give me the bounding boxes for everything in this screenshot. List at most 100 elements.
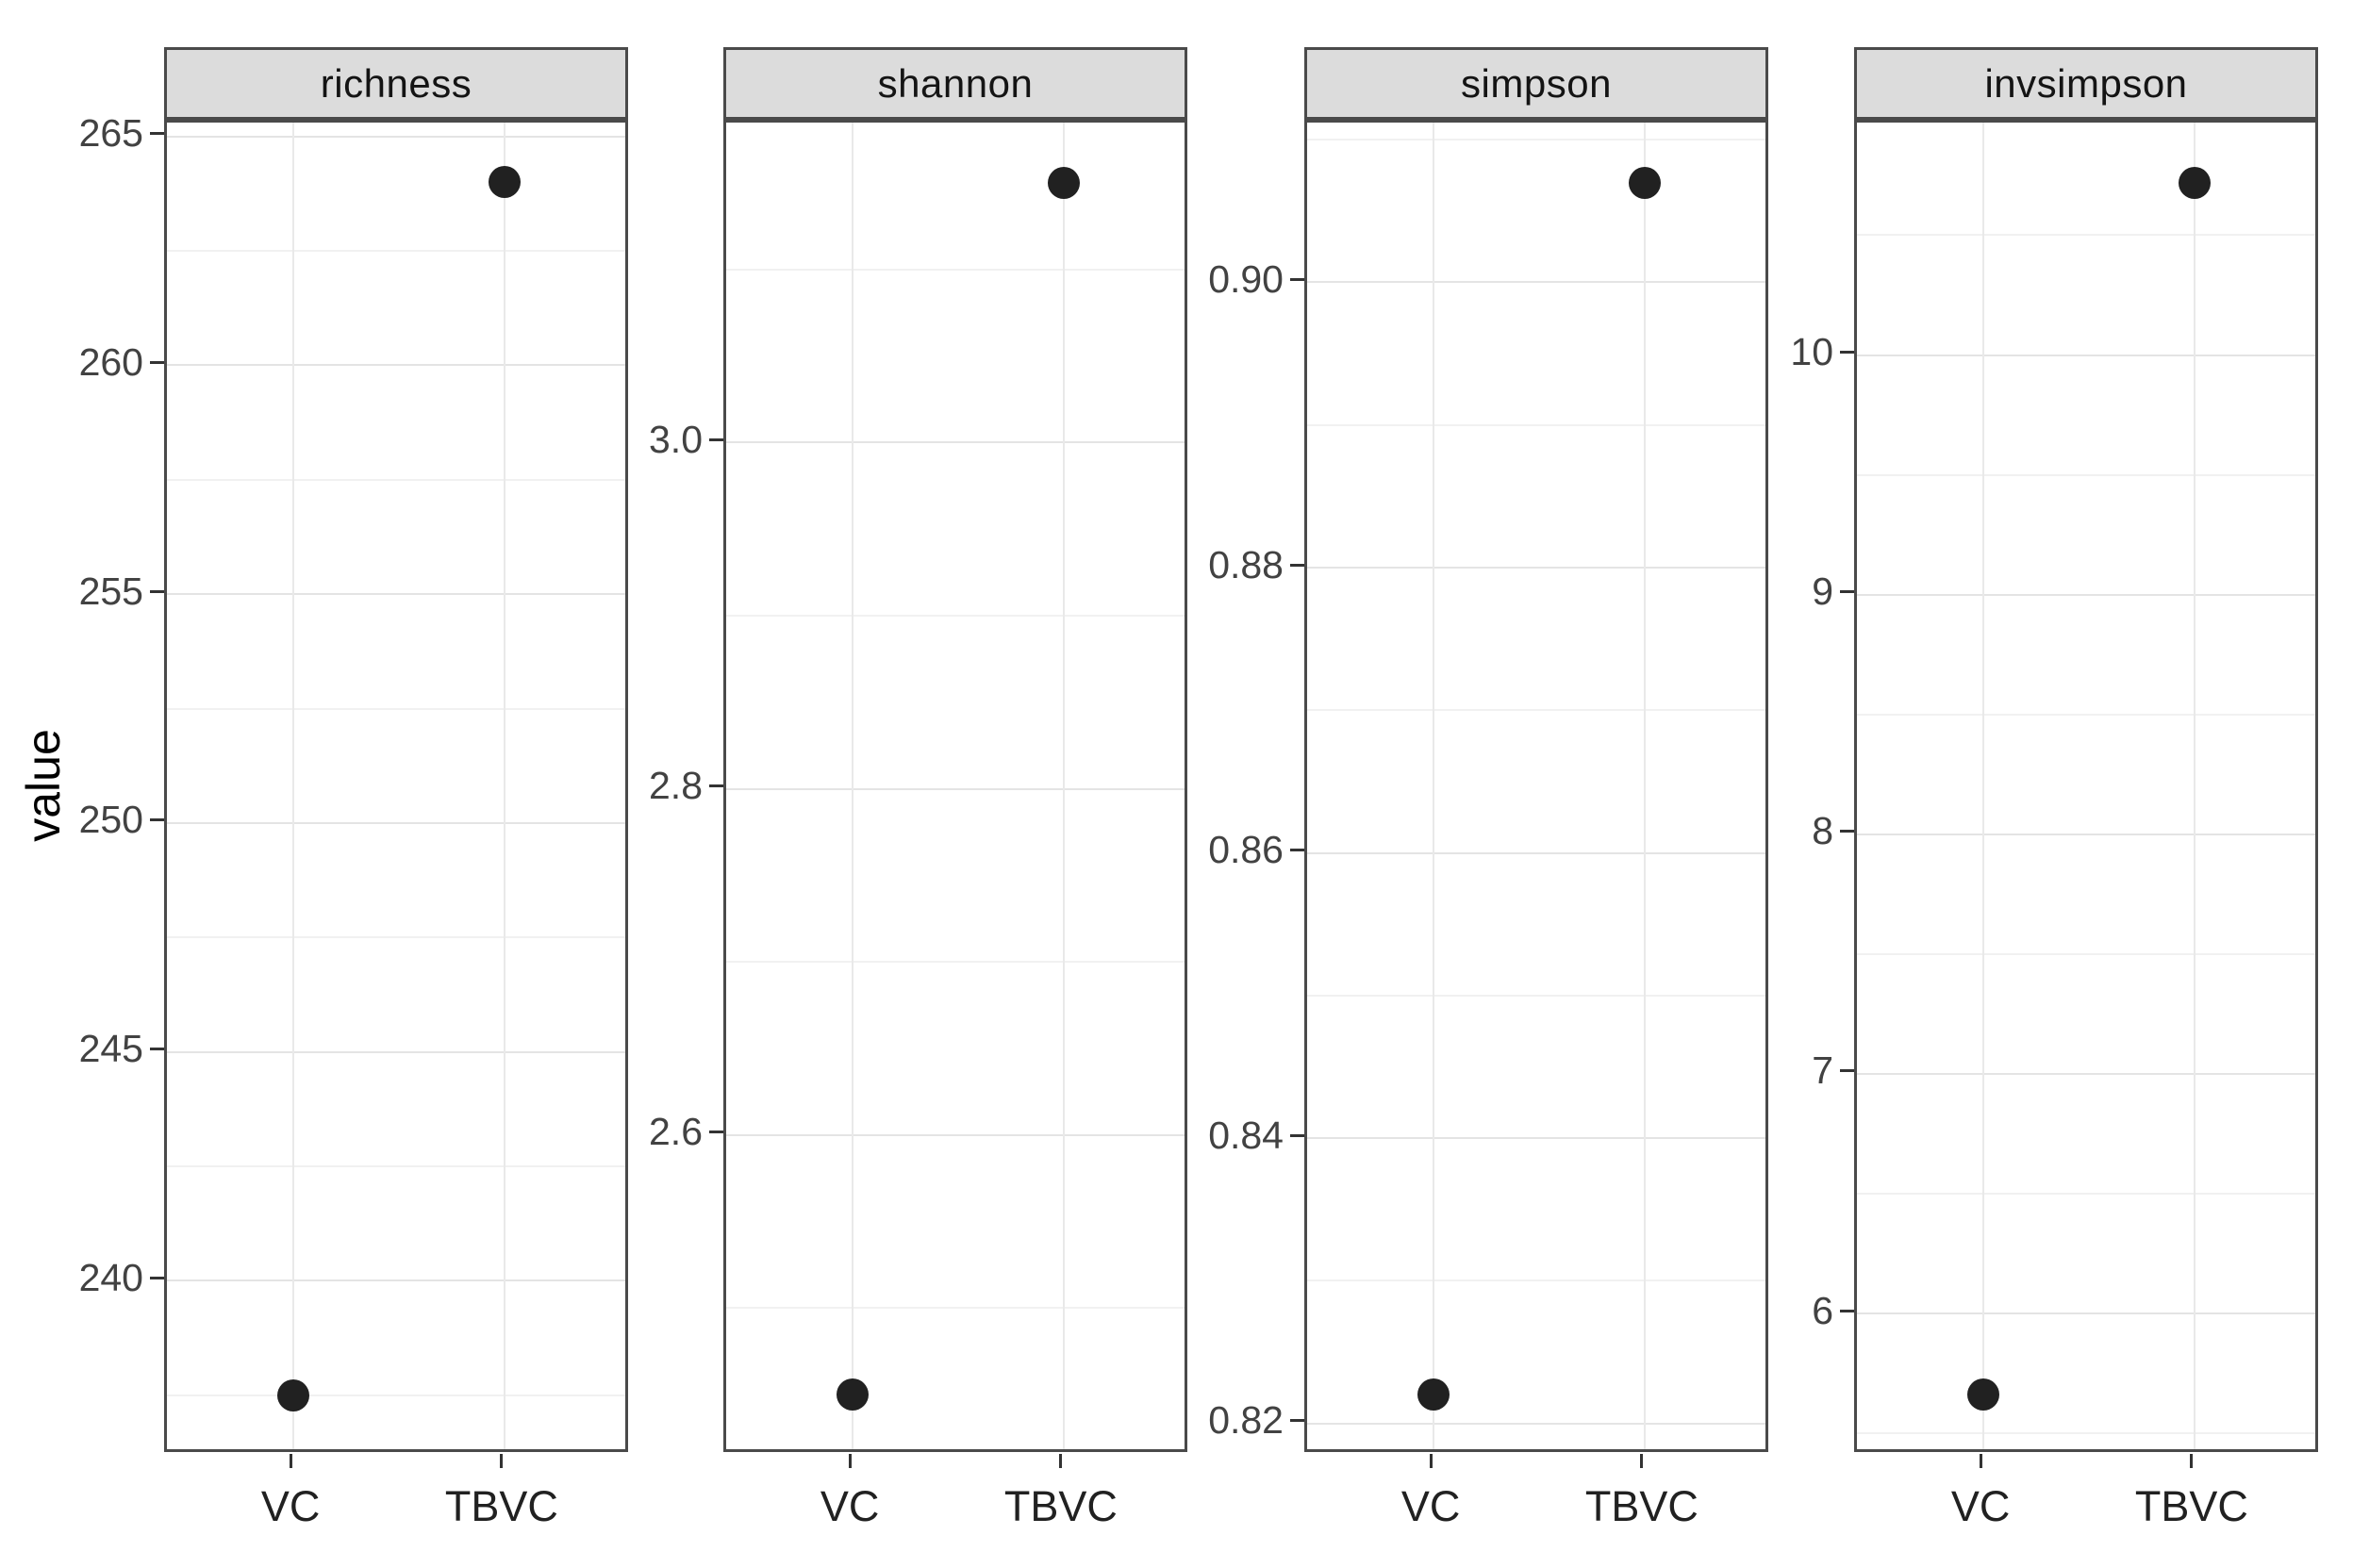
grid-minor-line bbox=[1857, 713, 2315, 716]
y-tick-mark bbox=[150, 589, 164, 593]
grid-minor-line bbox=[167, 1394, 625, 1396]
y-tick-mark bbox=[1290, 849, 1304, 852]
y-tick-mark bbox=[1290, 277, 1304, 281]
panel-shannon bbox=[723, 120, 1187, 1452]
category-gridline bbox=[2193, 123, 2196, 1449]
x-tick-mark bbox=[1979, 1454, 1982, 1468]
category-gridline bbox=[292, 123, 295, 1449]
data-point-vc bbox=[1967, 1378, 2000, 1411]
x-tick-label-tbvc: TBVC bbox=[2134, 1482, 2248, 1530]
facet-strip: richness bbox=[164, 47, 628, 120]
grid-minor-line bbox=[1857, 952, 2315, 955]
grid-minor-line bbox=[1857, 1432, 2315, 1435]
x-tick-mark bbox=[1059, 1454, 1063, 1468]
category-gridline bbox=[1982, 123, 1985, 1449]
y-tick-label: 3.0 bbox=[649, 417, 703, 461]
x-tick-mark bbox=[289, 1454, 292, 1468]
category-gridline bbox=[503, 123, 505, 1449]
grid-major-line bbox=[1307, 1422, 1765, 1425]
grid-major-line bbox=[167, 135, 625, 138]
grid-major-line bbox=[1857, 833, 2315, 835]
y-tick-mark bbox=[150, 1048, 164, 1051]
y-tick-mark bbox=[709, 1131, 723, 1133]
grid-minor-line bbox=[1307, 139, 1765, 141]
grid-major-line bbox=[1307, 567, 1765, 569]
x-tick-mark bbox=[848, 1454, 852, 1468]
y-tick-mark bbox=[709, 784, 723, 787]
x-tick-mark bbox=[500, 1454, 504, 1468]
facet-strip: shannon bbox=[723, 47, 1187, 120]
grid-minor-line bbox=[1307, 994, 1765, 997]
y-tick-mark bbox=[1840, 1309, 1854, 1312]
x-tick-label-vc: VC bbox=[260, 1482, 321, 1530]
grid-minor-line bbox=[1857, 234, 2315, 237]
category-gridline bbox=[1433, 123, 1435, 1449]
grid-major-line bbox=[167, 364, 625, 367]
x-tick-label-tbvc: TBVC bbox=[1003, 1482, 1118, 1530]
y-tick-mark bbox=[1290, 1133, 1304, 1137]
y-tick-label: 245 bbox=[78, 1027, 143, 1071]
y-tick-mark bbox=[1840, 830, 1854, 834]
y-tick-mark bbox=[1840, 1069, 1854, 1073]
facet-strip-label: simpson bbox=[1461, 60, 1612, 106]
grid-minor-line bbox=[726, 268, 1185, 271]
grid-minor-line bbox=[726, 1307, 1185, 1310]
grid-major-line bbox=[1307, 1137, 1765, 1140]
data-point-tbvc bbox=[1628, 166, 1661, 199]
grid-minor-line bbox=[167, 707, 625, 710]
x-tick-mark bbox=[1640, 1454, 1644, 1468]
y-tick-label: 250 bbox=[78, 798, 143, 842]
x-tick-mark bbox=[2190, 1454, 2194, 1468]
y-tick-label: 2.8 bbox=[649, 764, 703, 807]
grid-major-line bbox=[726, 441, 1185, 444]
grid-major-line bbox=[1857, 354, 2315, 356]
y-tick-label: 0.82 bbox=[1208, 1398, 1284, 1443]
grid-minor-line bbox=[1857, 473, 2315, 476]
y-tick-label: 0.84 bbox=[1208, 1113, 1284, 1157]
grid-major-line bbox=[167, 1279, 625, 1282]
grid-major-line bbox=[167, 821, 625, 824]
data-point-tbvc bbox=[2178, 166, 2211, 199]
grid-major-line bbox=[1307, 851, 1765, 854]
grid-major-line bbox=[726, 787, 1185, 790]
data-point-vc bbox=[277, 1378, 310, 1411]
grid-minor-line bbox=[167, 936, 625, 939]
y-tick-label: 10 bbox=[1790, 330, 1833, 373]
y-tick-label: 0.88 bbox=[1208, 542, 1284, 586]
grid-minor-line bbox=[726, 614, 1185, 617]
y-tick-label: 6 bbox=[1812, 1288, 1833, 1332]
grid-major-line bbox=[1857, 1072, 2315, 1075]
x-tick-label-vc: VC bbox=[1400, 1482, 1461, 1530]
category-gridline bbox=[1643, 123, 1646, 1449]
y-tick-label: 8 bbox=[1812, 809, 1833, 853]
data-point-tbvc bbox=[488, 166, 521, 199]
panel-richness bbox=[164, 120, 628, 1452]
grid-minor-line bbox=[1857, 1192, 2315, 1195]
grid-minor-line bbox=[1307, 709, 1765, 712]
grid-minor-line bbox=[726, 961, 1185, 963]
x-tick-label-tbvc: TBVC bbox=[444, 1482, 558, 1530]
grid-major-line bbox=[1307, 281, 1765, 284]
y-tick-label: 0.90 bbox=[1208, 256, 1284, 301]
grid-major-line bbox=[1857, 1312, 2315, 1315]
grid-major-line bbox=[167, 1050, 625, 1053]
x-tick-label-vc: VC bbox=[1950, 1482, 2011, 1530]
facet-strip: invsimpson bbox=[1854, 47, 2318, 120]
grid-major-line bbox=[1857, 593, 2315, 596]
x-tick-mark bbox=[1429, 1454, 1433, 1468]
y-tick-label: 260 bbox=[78, 339, 143, 384]
facet-strip-label: richness bbox=[320, 60, 472, 106]
y-tick-mark bbox=[1840, 351, 1854, 354]
facet-strip: simpson bbox=[1304, 47, 1768, 120]
grid-minor-line bbox=[167, 1165, 625, 1168]
category-gridline bbox=[852, 123, 854, 1449]
y-tick-label: 0.86 bbox=[1208, 828, 1284, 872]
grid-major-line bbox=[167, 593, 625, 596]
grid-minor-line bbox=[1307, 1279, 1765, 1282]
x-tick-label-vc: VC bbox=[820, 1482, 880, 1530]
data-point-vc bbox=[1417, 1378, 1450, 1411]
y-tick-label: 2.6 bbox=[649, 1110, 703, 1153]
y-axis-title: value bbox=[17, 729, 70, 842]
y-tick-mark bbox=[150, 818, 164, 822]
y-tick-mark bbox=[150, 1276, 164, 1279]
